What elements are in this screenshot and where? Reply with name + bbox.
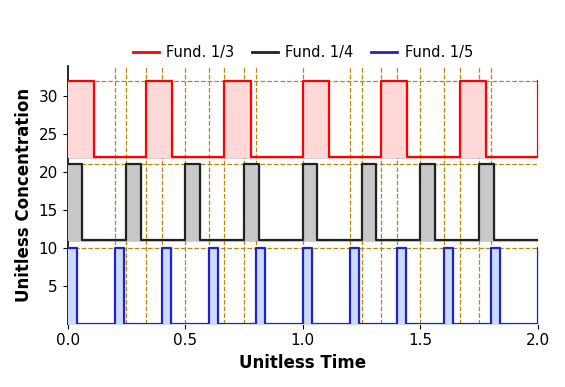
Y-axis label: Unitless Concentration: Unitless Concentration: [15, 88, 33, 302]
Legend: Fund. 1/3, Fund. 1/4, Fund. 1/5: Fund. 1/3, Fund. 1/4, Fund. 1/5: [127, 39, 479, 66]
X-axis label: Unitless Time: Unitless Time: [239, 354, 366, 372]
